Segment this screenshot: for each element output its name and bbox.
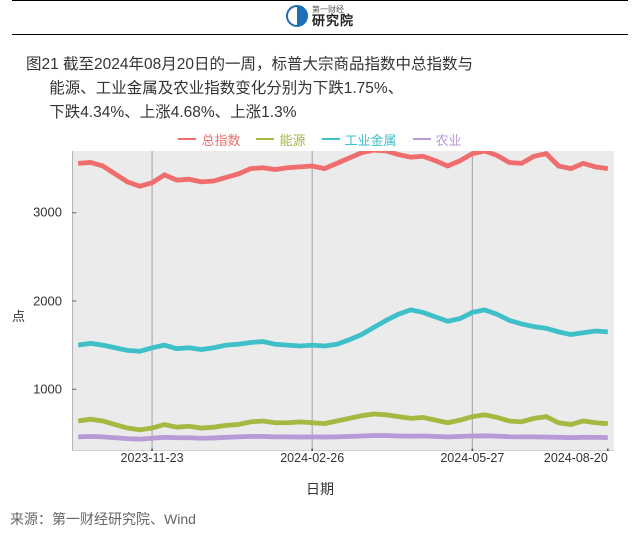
x-tick-label: 2024-02-26	[280, 451, 344, 465]
legend-item: 农业	[413, 130, 462, 149]
title-line-3: 下跌4.34%、上涨4.68%、上涨1.3%	[26, 101, 614, 125]
legend: 总指数 能源 工业金属 农业	[0, 125, 640, 149]
header: 第一财经 研究院	[12, 0, 628, 35]
chart-svg	[72, 151, 614, 451]
y-tick-label: 2000	[33, 293, 62, 308]
x-axis-title: 日期	[0, 479, 640, 499]
x-tick-label: 2024-05-27	[440, 451, 504, 465]
y-axis-ticks: 1000 2000 3000	[24, 151, 68, 451]
legend-swatch	[256, 138, 274, 140]
x-axis-ticks: 2023-11-23 2024-02-26 2024-05-27 2024-08-20	[72, 451, 614, 471]
legend-label: 总指数	[201, 130, 240, 149]
legend-item: 总指数	[178, 130, 240, 149]
title-line-2: 能源、工业金属及农业指数变化分别为下跌1.75%、	[26, 77, 614, 101]
y-tick-label: 1000	[33, 381, 62, 396]
logo: 第一财经 研究院	[286, 5, 354, 27]
legend-item: 能源	[256, 130, 305, 149]
logo-icon	[286, 5, 308, 27]
legend-label: 工业金属	[345, 130, 397, 149]
chart-title: 图21 截至2024年08月20日的一周，标普大宗商品指数中总指数与 能源、工业…	[0, 35, 640, 125]
legend-swatch	[322, 138, 340, 140]
legend-swatch	[413, 138, 431, 140]
legend-item: 工业金属	[322, 130, 397, 149]
logo-text-bottom: 研究院	[312, 14, 354, 27]
plot-area	[72, 151, 614, 451]
x-tick-label: 2024-08-20	[544, 451, 608, 465]
x-tick-label: 2023-11-23	[121, 451, 184, 465]
title-line-1: 图21 截至2024年08月20日的一周，标普大宗商品指数中总指数与	[26, 53, 614, 77]
y-tick-label: 3000	[33, 205, 62, 220]
legend-label: 农业	[436, 130, 462, 149]
chart: 点 100020003000 2023-11-232024-02-262024-…	[24, 151, 614, 481]
source-text: 来源：第一财经研究院、Wind	[0, 499, 640, 529]
legend-swatch	[178, 138, 196, 140]
legend-label: 能源	[279, 130, 305, 149]
